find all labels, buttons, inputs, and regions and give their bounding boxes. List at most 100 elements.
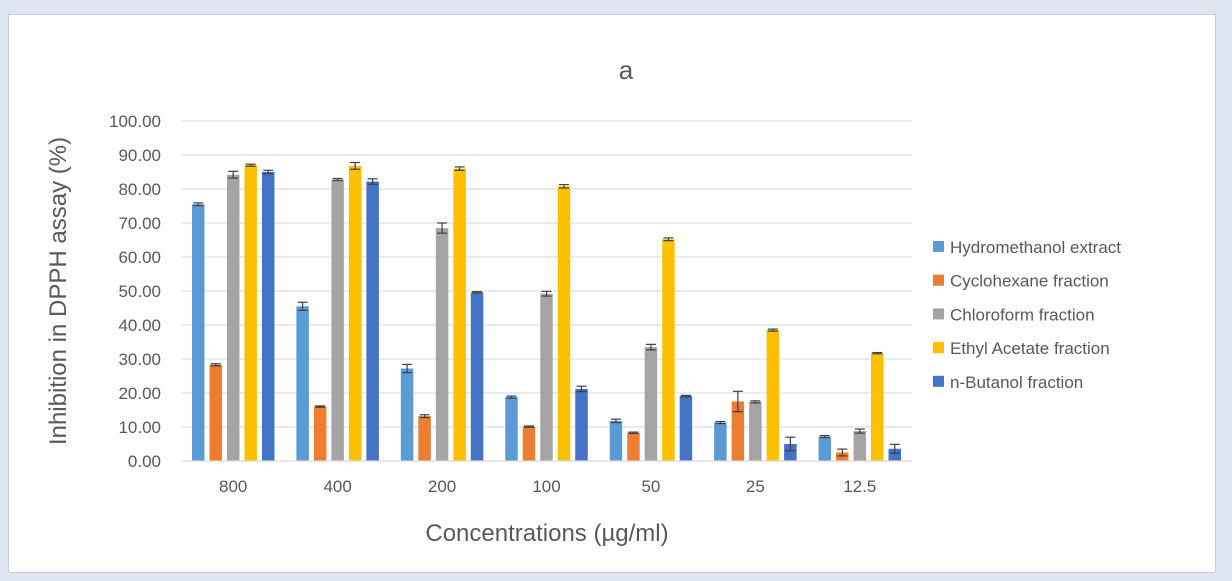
error-bar: [559, 183, 569, 189]
bar: [400, 368, 414, 461]
error-bar: [350, 161, 361, 170]
bar: [644, 347, 658, 461]
legend-label: n-Butanol fraction: [950, 373, 1083, 392]
legend-swatch: [933, 241, 944, 252]
legend-label: Cyclohexane fraction: [950, 272, 1109, 291]
bar: [888, 448, 902, 461]
error-bar: [837, 448, 848, 457]
legend-item: Chloroform fraction: [933, 305, 1095, 324]
bar: [662, 239, 675, 461]
bars: [191, 165, 902, 462]
error-bar: [819, 434, 830, 439]
bar: [853, 431, 867, 461]
bar: [575, 388, 588, 461]
y-tick-label: 70.00: [118, 214, 161, 233]
bar: [261, 172, 275, 461]
error-bar: [750, 400, 761, 404]
bar: [679, 396, 693, 461]
legend-swatch: [933, 375, 944, 387]
x-tick-labels: 800 400 200 100 50 25 12.5: [219, 477, 876, 496]
error-bar: [610, 418, 621, 424]
error-bar: [332, 177, 343, 182]
y-tick-label: 60.00: [118, 248, 161, 267]
bar: [296, 306, 309, 461]
error-bar: [645, 343, 656, 351]
bar: [226, 174, 240, 461]
error-bar: [628, 431, 639, 435]
legend-item: Hydromethanol extract: [933, 238, 1121, 257]
bar: [348, 165, 362, 461]
bar: [818, 436, 832, 461]
error-bar: [245, 163, 256, 167]
error-bar: [767, 328, 778, 332]
legend: Hydromethanol extract Cyclohexane fractio…: [933, 238, 1121, 392]
legend-item: Ethyl Acetate fraction: [933, 339, 1110, 358]
bar: [766, 330, 780, 461]
x-axis-title: Concentrations (µg/ml): [425, 520, 668, 547]
y-tick-label: 30.00: [118, 350, 161, 369]
bar: [453, 168, 466, 461]
x-tick-label: 12.5: [843, 477, 876, 496]
y-tick-label: 80.00: [118, 180, 161, 199]
y-tick-label: 50.00: [118, 282, 161, 301]
error-bar: [402, 363, 413, 374]
error-bar: [872, 351, 883, 355]
error-bar: [715, 420, 726, 425]
bar: [871, 353, 884, 461]
y-tick-label: 20.00: [118, 384, 161, 403]
x-tick-label: 25: [746, 477, 765, 496]
error-bar: [437, 222, 448, 234]
y-tick-label: 90.00: [118, 146, 161, 165]
error-bar: [472, 291, 483, 294]
error-bar: [524, 425, 534, 428]
bar: [749, 401, 762, 461]
y-tick-label: 10.00: [118, 418, 161, 437]
error-bar: [785, 436, 796, 452]
y-tick-label: 40.00: [118, 316, 161, 335]
legend-label: Hydromethanol extract: [950, 238, 1121, 257]
bar: [418, 416, 431, 461]
chart-svg: a 0.00 10.00 20.00 30.00 40.00 50.00 60.00 70.0…: [45, 55, 1121, 547]
legend-swatch: [933, 274, 944, 286]
bar: [714, 422, 727, 461]
legend-label: Ethyl Acetate fraction: [950, 339, 1110, 358]
error-bar: [663, 237, 674, 242]
bar: [557, 186, 571, 461]
x-tick-label: 200: [428, 477, 456, 496]
error-bar: [263, 169, 274, 175]
error-bar: [889, 443, 900, 454]
y-tick-label: 100.00: [109, 112, 161, 131]
bar: [731, 401, 745, 461]
bar: [627, 432, 640, 461]
bar: [435, 228, 449, 461]
error-bar: [732, 390, 743, 413]
bar: [609, 420, 623, 461]
legend-swatch: [933, 308, 944, 320]
bar: [244, 165, 257, 461]
error-bar: [680, 394, 691, 398]
bar: [540, 293, 553, 461]
chart-title: a: [619, 55, 634, 85]
bar: [505, 397, 518, 461]
x-tick-label: 800: [219, 477, 247, 496]
error-bar: [367, 178, 378, 185]
bar: [470, 292, 484, 461]
bar: [522, 426, 536, 461]
error-bar: [297, 301, 308, 311]
legend-swatch: [933, 342, 944, 354]
legend-item: n-Butanol fraction: [933, 373, 1083, 392]
error-bar: [506, 395, 517, 399]
bar: [313, 406, 327, 461]
y-tick-label: 0.00: [128, 452, 161, 471]
error-bar: [315, 405, 326, 408]
legend-label: Chloroform fraction: [950, 305, 1095, 324]
error-bar: [210, 363, 221, 367]
error-bar: [193, 202, 204, 207]
bar: [331, 179, 344, 462]
error-bar: [576, 385, 587, 393]
bar: [784, 444, 797, 461]
y-axis-title: Inhibition in DPPH assay (%): [45, 137, 72, 445]
x-tick-label: 100: [532, 477, 560, 496]
bar: [209, 364, 222, 461]
error-bar: [228, 170, 239, 179]
